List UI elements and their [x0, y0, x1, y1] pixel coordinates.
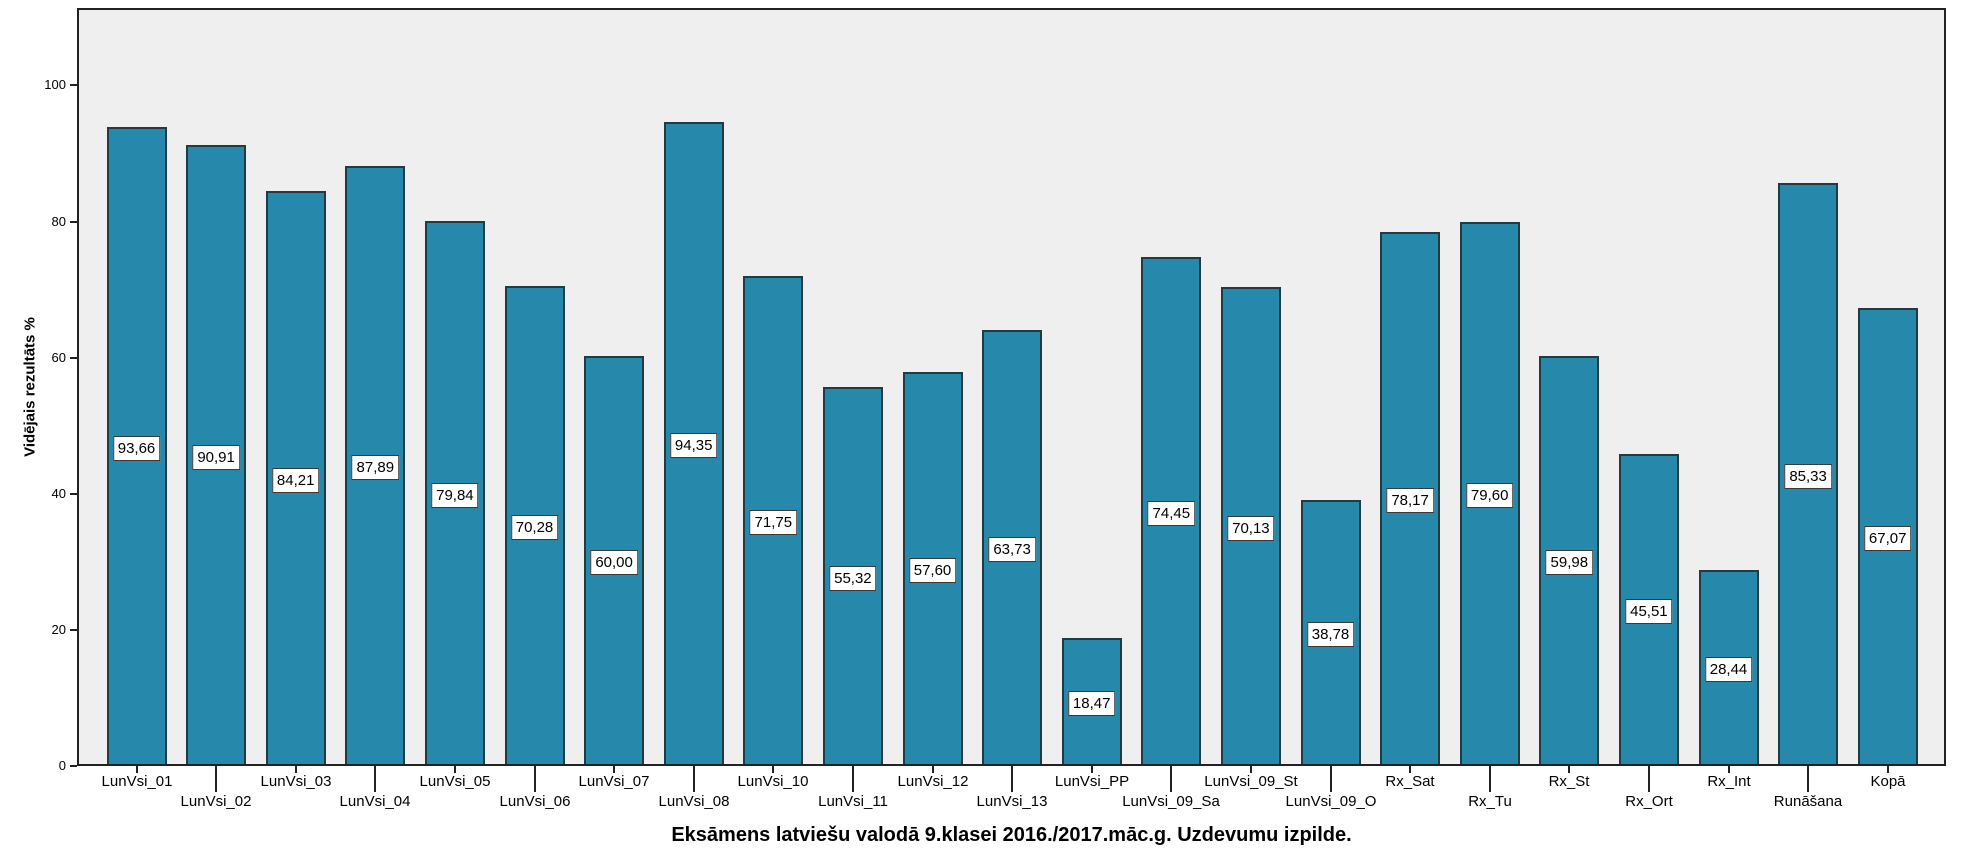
x-axis-tick	[1409, 766, 1411, 773]
bar-value-label: 84,21	[271, 468, 320, 493]
x-axis-tick	[1568, 766, 1570, 773]
y-axis-tick-label: 60	[51, 349, 66, 365]
y-axis-tick-label: 20	[51, 621, 66, 637]
bar-value-label: 78,17	[1386, 488, 1434, 513]
bar-value-label: 38,78	[1306, 622, 1355, 647]
x-axis-tick	[136, 766, 138, 773]
x-axis-tick	[1489, 766, 1491, 792]
y-axis-tick-label: 80	[51, 213, 66, 229]
x-axis-tick	[1887, 766, 1889, 773]
x-axis-tick-label: LunVsi_09_Sa	[1122, 793, 1220, 810]
x-axis-tick-label: LunVsi_09_O	[1285, 793, 1377, 810]
bar-value-label: 70,28	[510, 515, 559, 540]
x-axis-tick-label: Rx_Sat	[1385, 773, 1435, 790]
bar-value-label: 28,44	[1704, 657, 1753, 682]
bar-value-label: 87,89	[351, 455, 400, 480]
bar-value-label: 93,66	[112, 436, 161, 461]
bar-value-label: 55,32	[829, 566, 877, 591]
x-axis-tick-label: LunVsi_PP	[1054, 773, 1130, 790]
x-axis-tick	[534, 766, 536, 792]
x-axis-tick	[932, 766, 934, 773]
plot-area: 93,66 90,91 84,21 87,89 79,84 70,28 60,00 94,35…	[77, 8, 1946, 766]
bar-value-label: 79,60	[1465, 483, 1514, 508]
x-axis-tick-label: Rx_Tu	[1468, 793, 1512, 810]
bar-value-label: 45,51	[1625, 599, 1673, 624]
x-axis-tick	[1807, 766, 1809, 792]
x-axis-tick	[693, 766, 695, 792]
x-axis-tick	[374, 766, 376, 792]
x-axis-tick	[772, 766, 774, 773]
x-axis-tick-label: LunVsi_10	[737, 773, 809, 790]
bar-value-label: 57,60	[908, 558, 957, 583]
bar-value-label: 67,07	[1863, 526, 1912, 551]
bar-value-label: 90,91	[192, 445, 240, 470]
y-axis-tick-label: 0	[58, 758, 66, 773]
bar-value-label: 85,33	[1784, 464, 1832, 489]
x-axis-tick	[454, 766, 456, 773]
x-axis-tick	[1091, 766, 1093, 773]
x-axis-tick-label: Rx_Ort	[1625, 793, 1673, 810]
x-axis-tick	[1330, 766, 1332, 792]
y-axis-tick-label: 40	[51, 485, 66, 501]
x-axis-tick-label: LunVsi_01	[101, 773, 173, 790]
bar-value-label: 70,13	[1227, 516, 1275, 541]
y-axis-tick	[70, 765, 77, 767]
y-axis-tick	[70, 628, 77, 631]
chart-title: Eksāmens latviešu valodā 9.klasei 2016./…	[671, 824, 1352, 846]
bar-value-label: 60,00	[590, 550, 638, 575]
bar-value-label: 74,45	[1147, 501, 1196, 526]
x-axis-tick-label: Rx_Int	[1707, 773, 1751, 790]
x-axis-tick-label: LunVsi_07	[578, 773, 650, 790]
y-axis-tick	[70, 356, 77, 359]
x-axis-tick-label: LunVsi_09_St	[1204, 773, 1298, 790]
x-axis-tick	[295, 766, 297, 773]
bar-value-label: 59,98	[1545, 550, 1594, 575]
x-axis-tick-label: Rx_St	[1548, 773, 1590, 790]
x-axis-tick-label: LunVsi_13	[976, 793, 1048, 810]
x-axis-tick-label: LunVsi_08	[658, 793, 730, 810]
x-axis-tick-label: LunVsi_11	[818, 793, 888, 810]
y-axis-tick	[70, 492, 77, 495]
y-axis-title: Vidējais rezultāts %	[21, 317, 39, 457]
x-axis-tick-label: LunVsi_04	[339, 793, 411, 810]
x-axis-tick	[1648, 766, 1650, 792]
y-axis-tick	[70, 220, 77, 223]
bar-value-label: 71,75	[749, 510, 798, 535]
x-axis-tick-label: LunVsi_12	[897, 773, 969, 790]
x-axis-tick-label: LunVsi_05	[419, 773, 491, 790]
x-axis-tick-label: LunVsi_03	[260, 773, 332, 790]
x-axis-tick	[1170, 766, 1172, 792]
x-axis-tick-label: LunVsi_06	[499, 793, 571, 810]
y-axis-tick	[70, 84, 77, 87]
x-axis-tick-label: Runāšana	[1773, 793, 1843, 810]
bar-value-label: 79,84	[431, 483, 479, 508]
x-axis-tick	[1011, 766, 1013, 792]
bar-value-label: 18,47	[1067, 691, 1116, 716]
bar-value-label: 63,73	[988, 537, 1036, 562]
x-axis-tick-label: LunVsi_02	[180, 793, 252, 810]
x-axis-tick	[1728, 766, 1730, 773]
x-axis-tick-label: Kopā	[1870, 773, 1906, 790]
x-axis-tick	[215, 766, 217, 792]
x-axis-tick	[852, 766, 854, 792]
x-axis-tick	[1250, 766, 1252, 773]
y-axis-tick-label: 100	[44, 77, 66, 93]
x-axis-tick	[613, 766, 615, 773]
bar-value-label: 94,35	[669, 433, 718, 458]
